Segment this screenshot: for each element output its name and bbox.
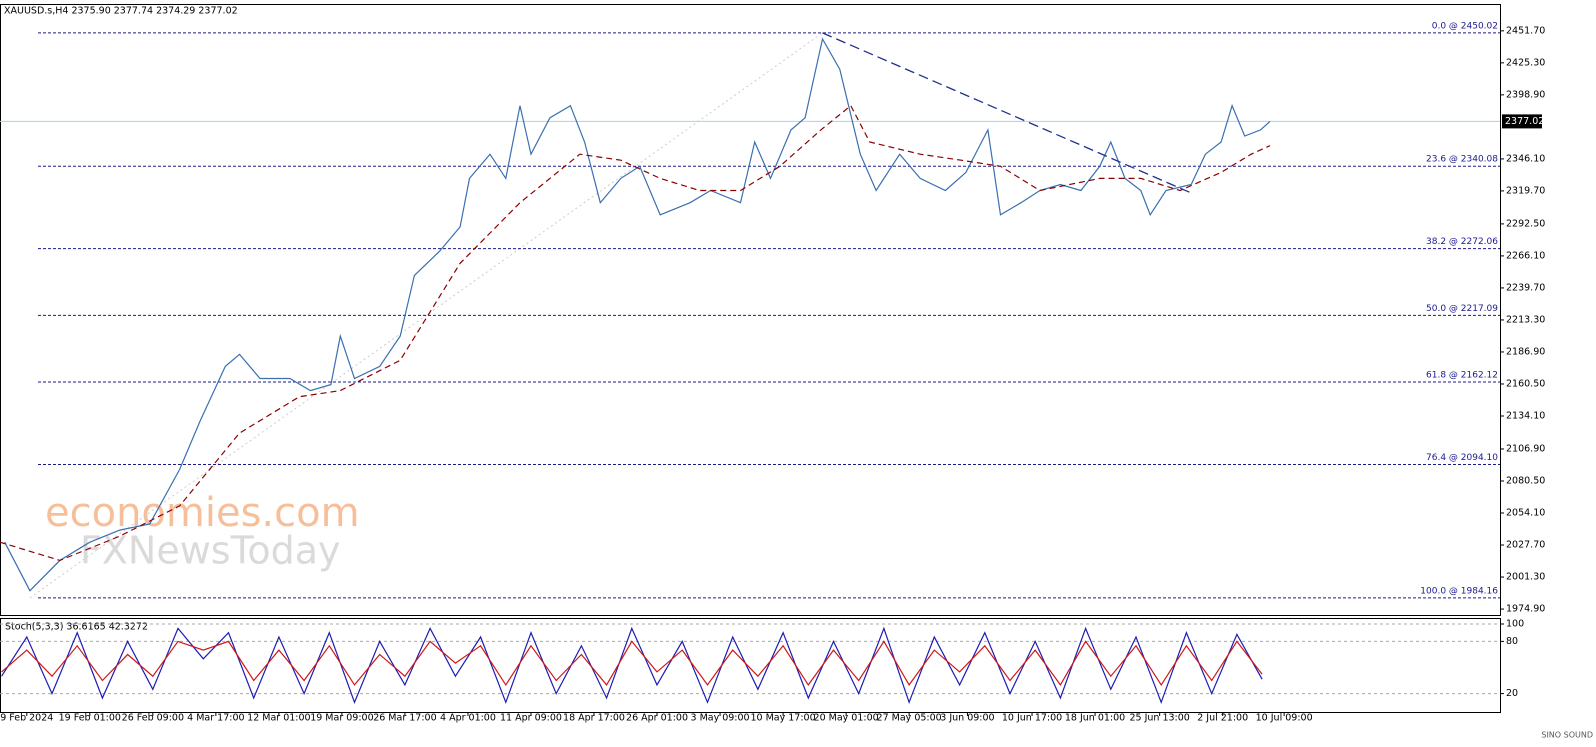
y-tick-label: 2054.10	[1506, 508, 1545, 519]
stoch-title: Stoch(5,3,3) 36.6165 42.3272	[5, 622, 148, 633]
fib-label: 50.0 @ 2217.09	[1426, 304, 1498, 314]
series-line	[1, 640, 1263, 687]
x-tick-label: 9 Feb 2024	[0, 713, 53, 724]
x-tick-label: 18 Apr 17:00	[563, 713, 625, 724]
stoch-panel	[0, 618, 1501, 713]
y-tick-label: 2425.30	[1506, 57, 1545, 68]
y-tick-label: 2186.90	[1506, 346, 1545, 357]
x-tick-label: 26 Mar 17:00	[373, 713, 436, 724]
watermark: economies.com	[45, 490, 360, 536]
y-tick-label: 100	[1506, 619, 1524, 630]
last-price-box	[1502, 114, 1542, 129]
series-line	[4, 37, 1271, 592]
x-tick-label: 10 Jul 09:00	[1256, 713, 1313, 724]
x-tick-label: 26 Feb 09:00	[122, 713, 184, 724]
trendline	[822, 32, 1192, 194]
x-tick-label: 18 Jun 01:00	[1065, 713, 1125, 724]
x-tick-label: 19 Feb 01:00	[59, 713, 121, 724]
y-tick-label: 2213.30	[1506, 314, 1545, 325]
y-tick-label: 2106.90	[1506, 443, 1545, 454]
y-tick-label: 2134.10	[1506, 410, 1545, 421]
y-tick-label: 2346.10	[1506, 153, 1545, 164]
fib-label: 100.0 @ 1984.16	[1420, 586, 1498, 596]
y-tick-label: 2319.70	[1506, 185, 1545, 196]
x-tick-label: 25 Jun 13:00	[1129, 713, 1189, 724]
y-tick-label: 2398.90	[1506, 89, 1545, 100]
y-tick-label: 2451.70	[1506, 25, 1545, 36]
x-tick-label: 3 Jun 09:00	[940, 713, 994, 724]
logo: SINO SOUND	[1541, 731, 1593, 740]
price-panel	[0, 4, 1501, 616]
fib-label: 0.0 @ 2450.02	[1432, 21, 1498, 31]
y-tick-label: 2080.50	[1506, 475, 1545, 486]
fib-label: 76.4 @ 2094.10	[1426, 453, 1498, 463]
y-tick-label: 2266.10	[1506, 250, 1545, 261]
x-tick-label: 4 Mar 17:00	[187, 713, 244, 724]
x-tick-label: 10 Jun 17:00	[1002, 713, 1062, 724]
y-tick-label: 1974.90	[1506, 604, 1545, 615]
series-line	[0, 104, 1271, 562]
x-tick-label: 4 Apr 01:00	[440, 713, 496, 724]
y-tick-label: 20	[1506, 688, 1518, 699]
header: XAUUSD.s,H4 2375.90 2377.74 2374.29 2377…	[4, 6, 238, 17]
x-tick-label: 2 Jul 21:00	[1197, 713, 1248, 724]
x-tick-label: 12 Mar 01:00	[247, 713, 310, 724]
y-tick-label: 2239.70	[1506, 282, 1545, 293]
x-tick-label: 27 May 05:00	[877, 713, 942, 724]
watermark: FXNewsToday	[80, 529, 340, 573]
last-price-label: 2377.02	[1505, 116, 1544, 127]
x-tick-label: 19 Mar 09:00	[310, 713, 373, 724]
fib-label: 61.8 @ 2162.12	[1426, 371, 1498, 381]
fib-label: 23.6 @ 2340.08	[1426, 155, 1498, 165]
y-tick-label: 2027.70	[1506, 540, 1545, 551]
fib-anchor-line	[29, 32, 823, 599]
fib-label: 38.2 @ 2272.06	[1426, 237, 1498, 247]
y-tick-label: 2292.50	[1506, 218, 1545, 229]
x-tick-label: 11 Apr 09:00	[500, 713, 562, 724]
x-tick-label: 26 Apr 01:00	[626, 713, 688, 724]
x-tick-label: 20 May 01:00	[814, 713, 879, 724]
y-tick-label: 2160.50	[1506, 378, 1545, 389]
series-line	[1, 626, 1263, 705]
x-tick-label: 3 May 09:00	[691, 713, 750, 724]
y-tick-label: 80	[1506, 636, 1518, 647]
y-tick-label: 2001.30	[1506, 572, 1545, 583]
x-tick-label: 10 May 17:00	[751, 713, 816, 724]
